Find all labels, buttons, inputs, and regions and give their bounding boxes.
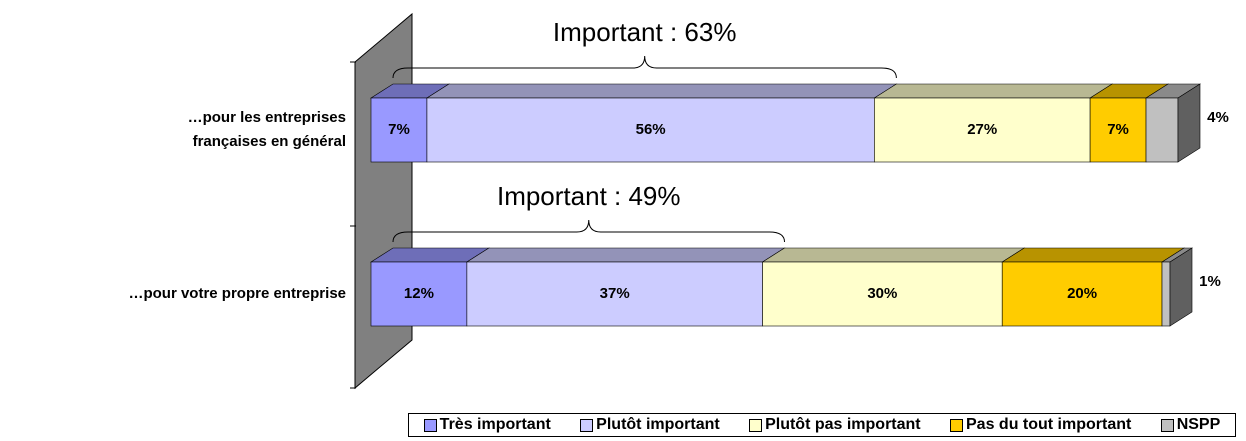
legend-item: Plutôt pas important [749,416,921,434]
bar-segment [873,83,1114,163]
bar-top [1001,247,1186,263]
bar-front [426,97,875,163]
legend-item: NSPP [1160,416,1221,434]
bar-segment [1145,83,1202,163]
bar-top [873,83,1114,99]
value-label: 7% [1107,121,1129,138]
bar-front [466,261,763,327]
bar-segment [465,247,786,327]
bar-segment [761,247,1026,327]
value-label: 1% [1199,273,1221,290]
wall [354,12,413,390]
legend-label: NSPP [1176,416,1221,433]
bar-segment [425,83,898,163]
legend-label: Plutôt important [596,416,720,433]
legend-item: Très important [423,416,551,434]
legend-swatch [749,418,763,432]
bar-front [370,261,468,327]
value-label: 56% [636,121,666,138]
legend: Très important Plutôt important Plutôt pas… [408,413,1236,437]
legend-label: Très important [439,416,551,433]
bar-top [425,83,898,99]
bar-front [762,261,1003,327]
legend-swatch [423,418,437,432]
bar-front [1089,97,1147,163]
bar-segment [369,247,490,327]
bar-segment [1160,247,1194,327]
bar-top [465,247,786,263]
value-label: 12% [404,285,434,302]
bar-top [761,247,1026,263]
value-label: 20% [1067,285,1097,302]
bar-side [1177,83,1201,163]
category-label: …pour votre propre entreprise [128,285,346,302]
legend-swatch [950,418,963,432]
annotation: Important : 49% [497,181,681,211]
value-label: 27% [967,121,997,138]
legend-label: Plutôt pas important [765,416,921,433]
bar-segment [1089,83,1170,163]
bar-front [874,97,1091,163]
legend-swatch [580,418,594,432]
value-label: 30% [867,285,897,302]
brace [392,55,897,79]
value-label: 37% [600,285,630,302]
brace [392,219,786,243]
annotation: Important : 63% [553,17,737,47]
bar-side [1169,247,1193,327]
legend-item: Plutôt important [580,416,720,434]
legend-item: Pas du tout important [950,416,1131,434]
legend-swatch [1160,418,1174,432]
value-label: 4% [1207,109,1229,126]
bar-front [1161,261,1171,327]
bar-front [1145,97,1179,163]
category-label: …pour les entreprises françaises en géné… [187,109,346,150]
legend-label: Pas du tout important [966,416,1132,433]
value-label: 7% [388,121,410,138]
bar-front [370,97,428,163]
